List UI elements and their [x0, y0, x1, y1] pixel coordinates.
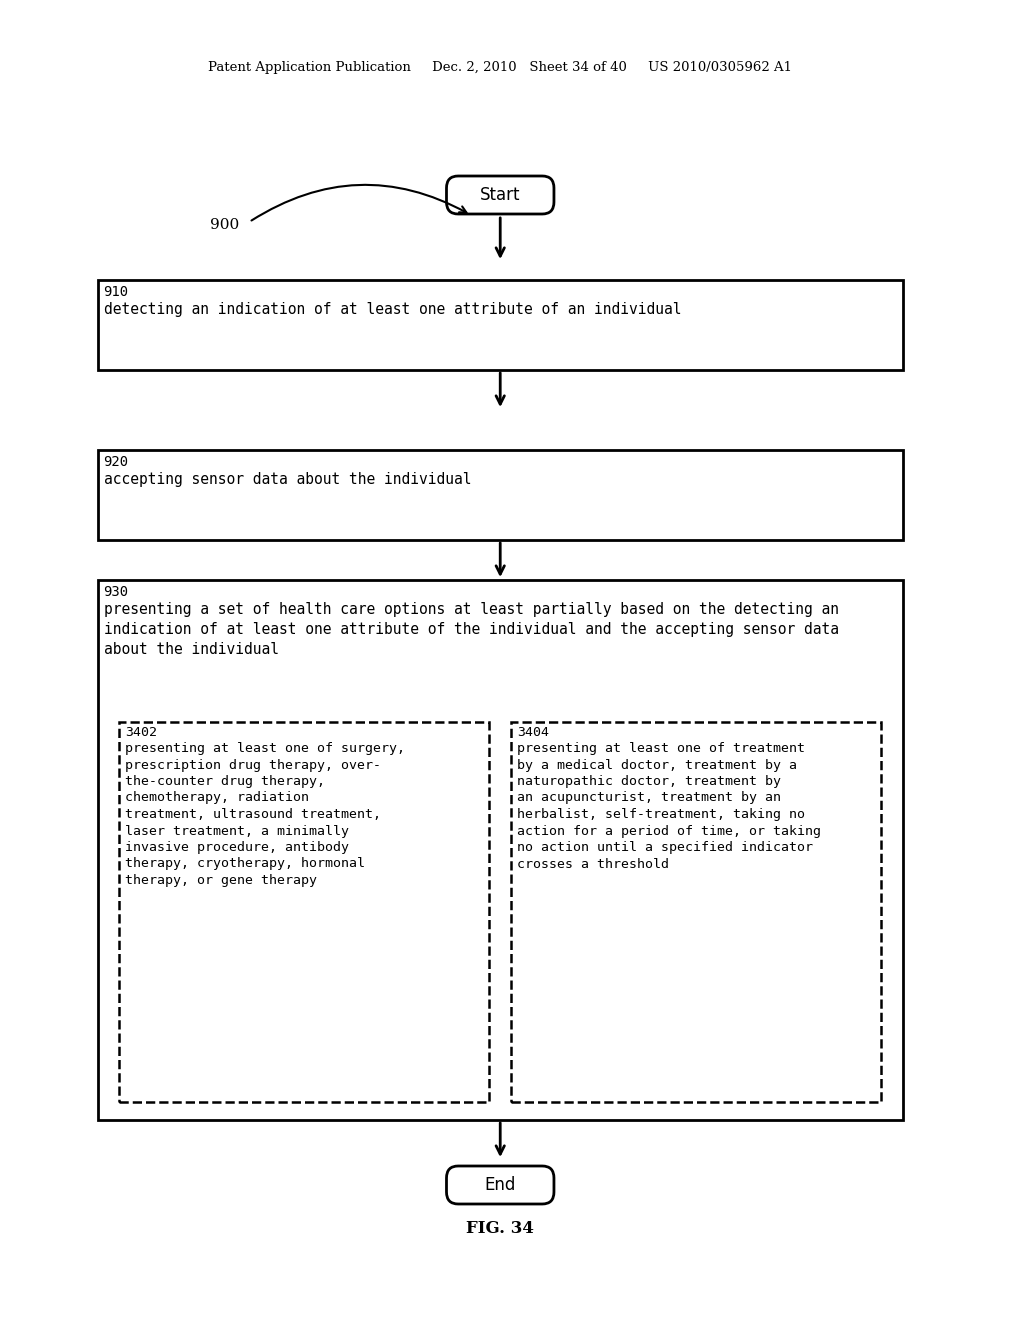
Bar [97, 280, 903, 370]
Text: 920: 920 [103, 455, 129, 469]
Text: presenting a set of health care options at least partially based on the detectin: presenting a set of health care options … [103, 602, 839, 656]
Text: detecting an indication of at least one attribute of an individual: detecting an indication of at least one … [103, 302, 681, 317]
Text: presenting at least one of surgery,
prescription drug therapy, over-
the-counter: presenting at least one of surgery, pres… [125, 742, 406, 887]
FancyBboxPatch shape [446, 1166, 554, 1204]
Text: 3402: 3402 [125, 726, 157, 739]
Text: FIG. 34: FIG. 34 [466, 1220, 535, 1237]
Text: 910: 910 [103, 285, 129, 300]
Text: 3404: 3404 [517, 726, 549, 739]
Text: Start: Start [480, 186, 520, 205]
Text: End: End [484, 1176, 516, 1195]
Bar [97, 579, 903, 1119]
Bar [119, 722, 489, 1102]
Text: accepting sensor data about the individual: accepting sensor data about the individu… [103, 473, 471, 487]
Bar [511, 722, 882, 1102]
Text: 900: 900 [210, 218, 240, 232]
Text: Patent Application Publication     Dec. 2, 2010   Sheet 34 of 40     US 2010/030: Patent Application Publication Dec. 2, 2… [208, 62, 793, 74]
Text: presenting at least one of treatment
by a medical doctor, treatment by a
naturop: presenting at least one of treatment by … [517, 742, 821, 870]
Bar [97, 450, 903, 540]
FancyBboxPatch shape [446, 176, 554, 214]
Text: 930: 930 [103, 585, 129, 599]
